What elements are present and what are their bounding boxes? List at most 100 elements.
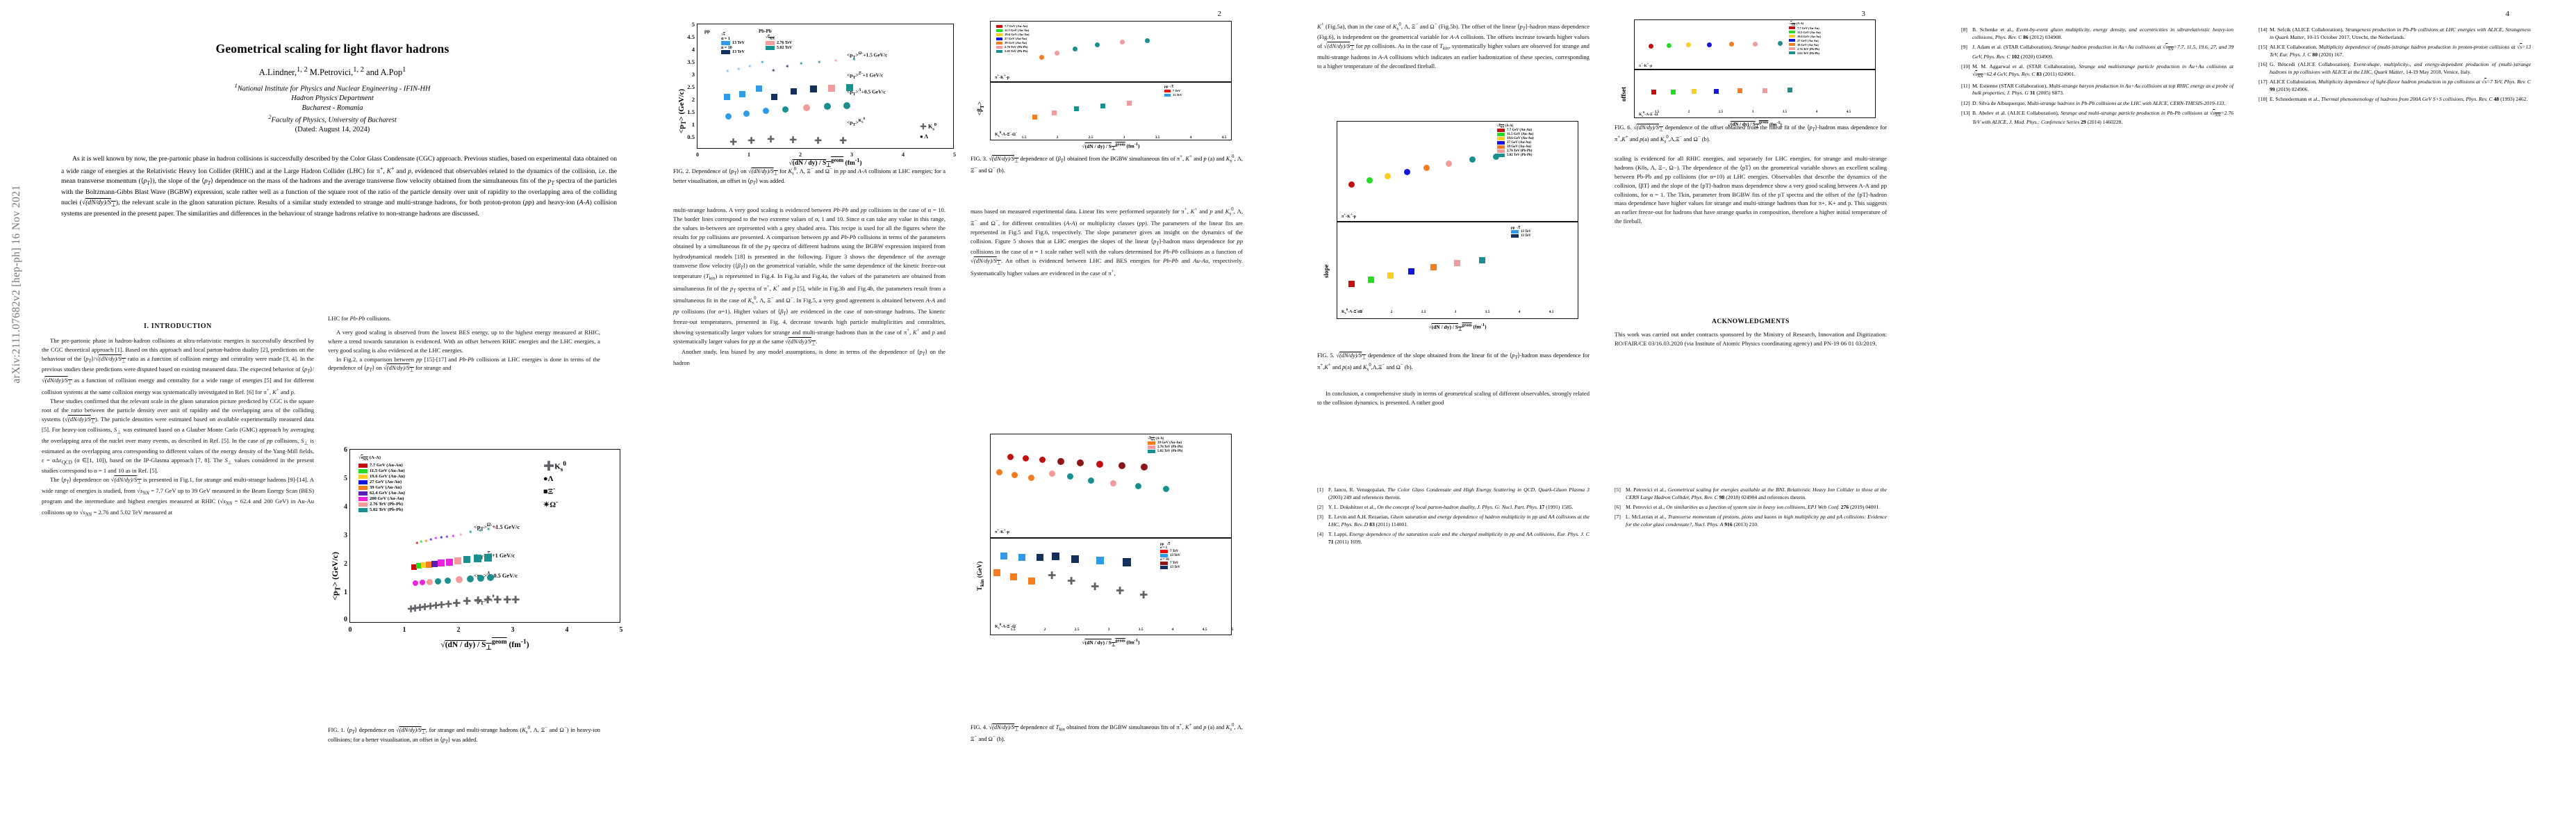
data-point: ➕ <box>411 605 420 612</box>
reference-number: [14] <box>2259 26 2268 33</box>
legend-label: 39 GeV (Au-Au) <box>370 485 402 491</box>
data-point <box>1000 553 1007 559</box>
figure-4-xtick: 2 <box>1043 628 1046 632</box>
figure-2-ytick-3: 3 <box>691 71 695 78</box>
figure-4a-legend: √sNN (A-A) 39 GeV (Au-Au) 2.76 TeV (Pb-P… <box>1148 437 1182 454</box>
data-point <box>1404 169 1410 175</box>
legend-swatch <box>996 24 1002 28</box>
data-point: ➕ <box>407 605 415 612</box>
data-point <box>1032 115 1037 120</box>
reference-text: D. Silva de Albuquerque, Multi-strange h… <box>1972 99 2226 106</box>
figure-6-xtick: 3 <box>1751 111 1754 114</box>
data-point: ➕ <box>767 136 775 142</box>
figure-5b-legend: pp √s 13 TeV 13 TeV <box>1511 227 1531 238</box>
reference-text: ALICE Collaboration, Multiplicity depend… <box>2270 44 2531 58</box>
legend-item: 39 GeV (Au-Au) <box>358 485 405 490</box>
data-point: ➕ <box>493 596 502 604</box>
data-point <box>803 104 810 111</box>
reference-text: M. M. Aggarwal et al. (STAR Collaboratio… <box>1972 63 2234 79</box>
legend-item: 13 TeV <box>1511 230 1531 234</box>
legend-item: 2.76 TeV <box>766 41 792 46</box>
reference-item: [1] F. Iancu, R. Venugopalan, The Color G… <box>1317 486 1590 502</box>
marker-legend-row: ●Λ <box>543 474 554 483</box>
figure-1-xtick-1: 1 <box>402 626 406 634</box>
figure-2-caption: FIG. 2. Dependence of ⟨pT⟩ on √(dN/dy)/S… <box>673 166 946 186</box>
legend-label: 27 GeV (Au-Au) <box>370 480 402 485</box>
reference-number: [7] <box>1615 514 1621 521</box>
data-point <box>1367 177 1373 183</box>
figure-1-xtick-3: 3 <box>511 626 515 634</box>
figure-5: slope √sNN (A-A) 7.7 GeV (Au-Au) 11.5 Ge… <box>1317 118 1595 348</box>
data-point <box>426 562 432 568</box>
reference-text: T. Lappi, Energy dependence of the satur… <box>1328 531 1590 546</box>
marker-legend-row: ➕ Ks0 <box>920 122 937 132</box>
figure-1-ytick-4: 4 <box>344 503 347 511</box>
data-point: ➕ <box>432 602 440 609</box>
figure-5-caption: FIG. 5. √(dN/dy)/S⊥ dependence of the sl… <box>1317 352 1590 373</box>
data-point <box>413 580 418 586</box>
reference-text: M. Petrovici et al., Geometrical scaling… <box>1626 486 1888 500</box>
data-point <box>1118 462 1125 469</box>
data-point: ➕ <box>511 596 520 604</box>
figure-4-panel-b-label: Ks0-Λ-Ξ--Ω- <box>995 623 1017 631</box>
data-point <box>1787 88 1792 92</box>
legend-swatch <box>358 474 368 479</box>
data-point <box>1010 573 1017 580</box>
legend-swatch <box>1789 31 1795 34</box>
figure-5-xtick: 2.5 <box>1421 310 1426 314</box>
figure-4-xtick: 3.5 <box>1138 628 1143 632</box>
figure-2: <pT> (GeV/c) 5 4.5 4 3.5 3 2.5 2 1.5 1 0… <box>673 21 965 168</box>
figure-6-panel-b-label: Ks0-Λ-Ξ--Ω- <box>1639 111 1660 117</box>
data-point: ✴ <box>415 540 420 546</box>
figure-3-panel-b: pp √s 7 TeV 13 TeV Ks0-Λ-Ξ--Ω- 1.5 2 2.5… <box>990 82 1232 140</box>
data-point <box>724 94 730 100</box>
page3-right-paragraph-1: scaling is evidenced for all RHIC energi… <box>1615 155 1887 225</box>
data-point <box>1385 173 1391 179</box>
data-point: ✴ <box>451 533 456 539</box>
legend-item: 19.6 GeV (Au-Au) <box>358 474 405 479</box>
data-point <box>1096 557 1104 564</box>
reference-text: M. Estienne (STAR Collaboration), Multi-… <box>1972 82 2234 97</box>
legend-swatch <box>1148 441 1155 445</box>
figure-3-xtick: 4.5 <box>1221 136 1227 140</box>
reference-item: [11] M. Estienne (STAR Collaboration), Mu… <box>1961 83 2234 98</box>
figure-1-ytick-1: 1 <box>344 589 347 596</box>
reference-number: [11] <box>1961 82 1970 89</box>
figure-1-plot-area: 6 5 4 3 2 1 0 √sNN (A-A) 7.7 GeV (Au-Au)… <box>344 446 623 634</box>
page-title: Geometrical scaling for light flavor had… <box>215 42 449 56</box>
legend-swatch <box>1164 93 1171 97</box>
reference-item: [16] G. Béncedi (ALICE Collaboration), Ev… <box>2259 61 2531 76</box>
data-point <box>487 574 494 581</box>
figure-4-xtick: 4 <box>1171 628 1174 632</box>
legend-item: 62.4 GeV (Au-Au) <box>358 491 405 496</box>
figure-3-ylabel: <βT> <box>976 101 985 115</box>
data-point: ➕ <box>1139 591 1148 599</box>
figure-3a-legend: 7.7 GeV (Au-Au) 11.5 GeV (Au-Au) 19.6 Ge… <box>996 24 1030 54</box>
legend-item: 19.6 GeV (Au-Au) <box>996 33 1030 36</box>
data-point <box>1163 486 1169 492</box>
figure-4-panel-b: pp √s α = 1 7 TeV 13 TeV α = 10 7 TeV 13… <box>990 538 1233 635</box>
figure-4-xtick: 3 <box>1107 628 1110 632</box>
reference-text: B. Schenke et al., Event-by-event gluon … <box>1972 26 2234 40</box>
author-list: A.Lindner,1, 2 M.Petrovici,1, 2 and A.Po… <box>258 66 406 78</box>
page2-left-paragraph-0: multi-strange hadrons. A very good scali… <box>673 206 946 347</box>
legend-item: 39 GeV (Au-Au) <box>996 41 1030 44</box>
figure-1-ytick-2: 2 <box>344 560 347 568</box>
legend-swatch <box>996 49 1002 53</box>
legend-swatch <box>1148 449 1155 453</box>
legend-swatch <box>766 41 775 46</box>
square-marker-icon: ■ <box>543 487 548 496</box>
legend-item: 13 TeV <box>721 50 745 54</box>
reference-text: E. Schnedermann et al., Thermal phenomen… <box>2270 96 2528 103</box>
figure-5a-legend: √sNN (A-A) 7.7 GeV (Au-Au) 11.5 GeV (Au-… <box>1497 124 1534 158</box>
legend-item: 39 GeV (Au-Au) <box>1497 145 1534 149</box>
reference-text: F. Iancu, R. Venugopalan, The Color Glas… <box>1328 486 1590 500</box>
page2-left-paragraph-1: Another study, less biased by any model … <box>673 348 946 366</box>
data-point <box>1127 101 1132 106</box>
plus-marker-icon: ➕ <box>920 123 927 130</box>
figure-1-legend-energies: √sNN (A-A) 7.7 GeV (Au-Au) 11.5 GeV (Au-… <box>358 455 405 513</box>
conclusion-paragraph: In conclusion, a comprehensive study in … <box>1317 390 1590 406</box>
data-point <box>1423 165 1430 171</box>
legend-label: 7.7 GeV (Au-Au) <box>370 463 403 468</box>
